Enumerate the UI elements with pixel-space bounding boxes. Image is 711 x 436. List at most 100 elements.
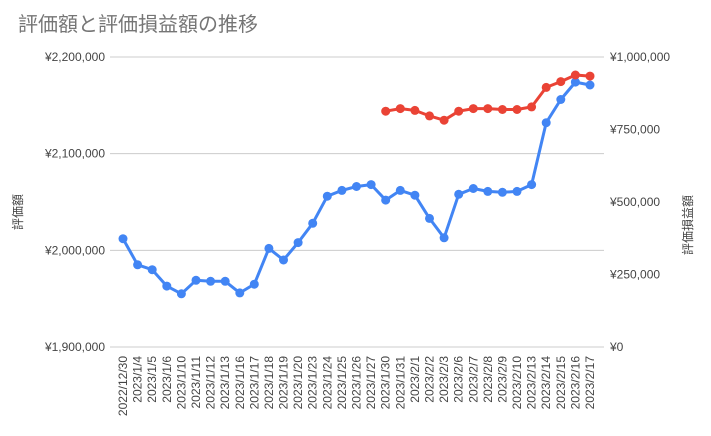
data-point[interactable] [264, 243, 274, 253]
data-point[interactable] [425, 111, 434, 121]
x-axis-tick-label: 2023/1/6 [160, 356, 174, 403]
gridlines [110, 56, 604, 348]
x-axis-tick-label: 2023/1/10 [174, 356, 188, 410]
data-point[interactable] [425, 213, 434, 223]
x-axis-tick-label: 2023/1/4 [131, 356, 145, 403]
x-axis-tick-label: 2022/12/30 [116, 356, 130, 416]
data-point[interactable] [541, 118, 551, 128]
data-point[interactable] [293, 238, 303, 248]
data-point[interactable] [395, 185, 405, 195]
x-axis-tick-label: 2023/1/19 [277, 356, 291, 410]
data-point[interactable] [556, 95, 566, 104]
x-axis-tick-label: 2023/1/17 [247, 356, 261, 410]
right-axis-tick-label: ¥250,000 [609, 268, 660, 282]
x-axis-tick-label: 2023/2/3 [437, 356, 451, 403]
data-point[interactable] [527, 180, 537, 190]
right-axis-tick-label: ¥750,000 [609, 123, 660, 137]
profit-loss-series [381, 70, 595, 125]
data-point[interactable] [541, 82, 551, 92]
data-point[interactable] [162, 281, 172, 291]
x-axis-tick-label: 2023/1/23 [306, 356, 320, 410]
right-axis-title: 評価損益額 [680, 195, 695, 255]
data-point[interactable] [410, 190, 420, 200]
x-axis-tick-label: 2023/1/26 [350, 356, 364, 410]
x-axis-tick-label: 2023/2/16 [568, 356, 582, 410]
data-point[interactable] [570, 77, 580, 87]
x-axis-tick-label: 2023/1/24 [320, 356, 334, 410]
data-point[interactable] [556, 77, 566, 87]
data-point[interactable] [439, 115, 449, 125]
data-point[interactable] [570, 70, 580, 80]
x-axis-tick-label: 2023/1/27 [364, 356, 378, 410]
x-axis-tick-label: 2023/2/8 [481, 356, 495, 403]
x-axis-tick-label: 2023/1/30 [379, 356, 393, 410]
data-point[interactable] [381, 106, 391, 116]
data-point[interactable] [454, 189, 464, 199]
left-axis-tick-label: ¥2,200,000 [44, 50, 105, 64]
left-axis-title: 評価額 [10, 194, 25, 230]
data-point[interactable] [497, 105, 507, 114]
x-axis-tick-label: 2023/2/14 [539, 356, 553, 410]
left-axis-tick-label: ¥2,100,000 [44, 147, 105, 161]
chart-title: 評価額と評価損益額の推移 [18, 14, 258, 36]
data-point[interactable] [483, 186, 493, 196]
data-point[interactable] [454, 106, 464, 116]
data-point[interactable] [439, 233, 449, 243]
x-axis-tick-label: 2023/2/13 [525, 356, 539, 410]
x-axis-tick-label: 2023/1/12 [204, 356, 218, 410]
data-point[interactable] [483, 104, 493, 114]
data-point[interactable] [395, 104, 405, 114]
x-axis-tick-label: 2023/1/18 [262, 356, 276, 410]
x-axis-tick-label: 2023/2/6 [452, 356, 466, 403]
x-axis-tick-label: 2023/2/7 [466, 356, 480, 403]
x-axis-tick-label: 2023/2/17 [583, 356, 597, 410]
x-axis-tick-label: 2023/2/15 [554, 356, 568, 410]
x-axis-tick-label: 2023/2/10 [510, 356, 524, 410]
data-point[interactable] [191, 275, 201, 285]
data-point[interactable] [366, 180, 376, 190]
data-point[interactable] [308, 218, 318, 228]
data-point[interactable] [468, 184, 478, 193]
data-point[interactable] [133, 260, 143, 270]
data-point[interactable] [497, 187, 507, 197]
right-axis-tick-label: ¥500,000 [609, 195, 660, 209]
data-point[interactable] [352, 182, 361, 191]
data-point[interactable] [337, 185, 347, 195]
x-axis-tick-label: 2023/1/16 [233, 356, 247, 410]
x-axis-tick-label: 2023/1/13 [218, 356, 232, 410]
data-point[interactable] [527, 102, 537, 112]
right-axis-tick-label: ¥0 [609, 340, 624, 354]
data-point[interactable] [249, 279, 259, 289]
left-axis-tick-label: ¥2,000,000 [44, 243, 105, 257]
x-axis-tick-label: 2023/2/9 [495, 356, 509, 403]
right-axis-tick-labels: ¥0 ¥250,000 ¥500,000 ¥750,000 ¥1,000,000 [609, 50, 670, 354]
data-point[interactable] [206, 276, 216, 286]
valuation-series [118, 77, 595, 299]
data-point[interactable] [279, 255, 288, 265]
data-point[interactable] [585, 80, 595, 90]
data-point[interactable] [410, 105, 420, 115]
x-axis-tick-label: 2023/1/25 [335, 356, 349, 410]
data-point[interactable] [468, 104, 478, 114]
data-point[interactable] [235, 288, 245, 298]
x-axis-tick-label: 2023/1/20 [291, 356, 305, 410]
x-axis-tick-label: 2023/1/11 [189, 356, 203, 409]
data-point[interactable] [512, 105, 522, 114]
data-point[interactable] [512, 186, 522, 196]
x-axis-tick-label: 2023/1/31 [393, 356, 407, 410]
data-point[interactable] [118, 234, 128, 244]
x-axis-tick-label: 2023/2/2 [422, 356, 436, 403]
data-point[interactable] [147, 265, 157, 275]
right-axis-tick-label: ¥1,000,000 [609, 50, 670, 64]
data-point[interactable] [585, 71, 595, 81]
x-axis-tick-labels: 2022/12/30 2023/1/4 2023/1/5 2023/1/6 2023/1… [116, 356, 597, 416]
left-axis-tick-label: ¥1,900,000 [44, 340, 105, 354]
left-axis-tick-labels: ¥1,900,000 ¥2,000,000 ¥2,100,000 ¥2,200,000 [44, 50, 105, 354]
data-point[interactable] [381, 195, 391, 205]
data-point[interactable] [220, 276, 230, 286]
x-axis-tick-label: 2023/1/5 [145, 356, 159, 403]
data-point[interactable] [176, 289, 186, 299]
data-point[interactable] [322, 191, 332, 201]
